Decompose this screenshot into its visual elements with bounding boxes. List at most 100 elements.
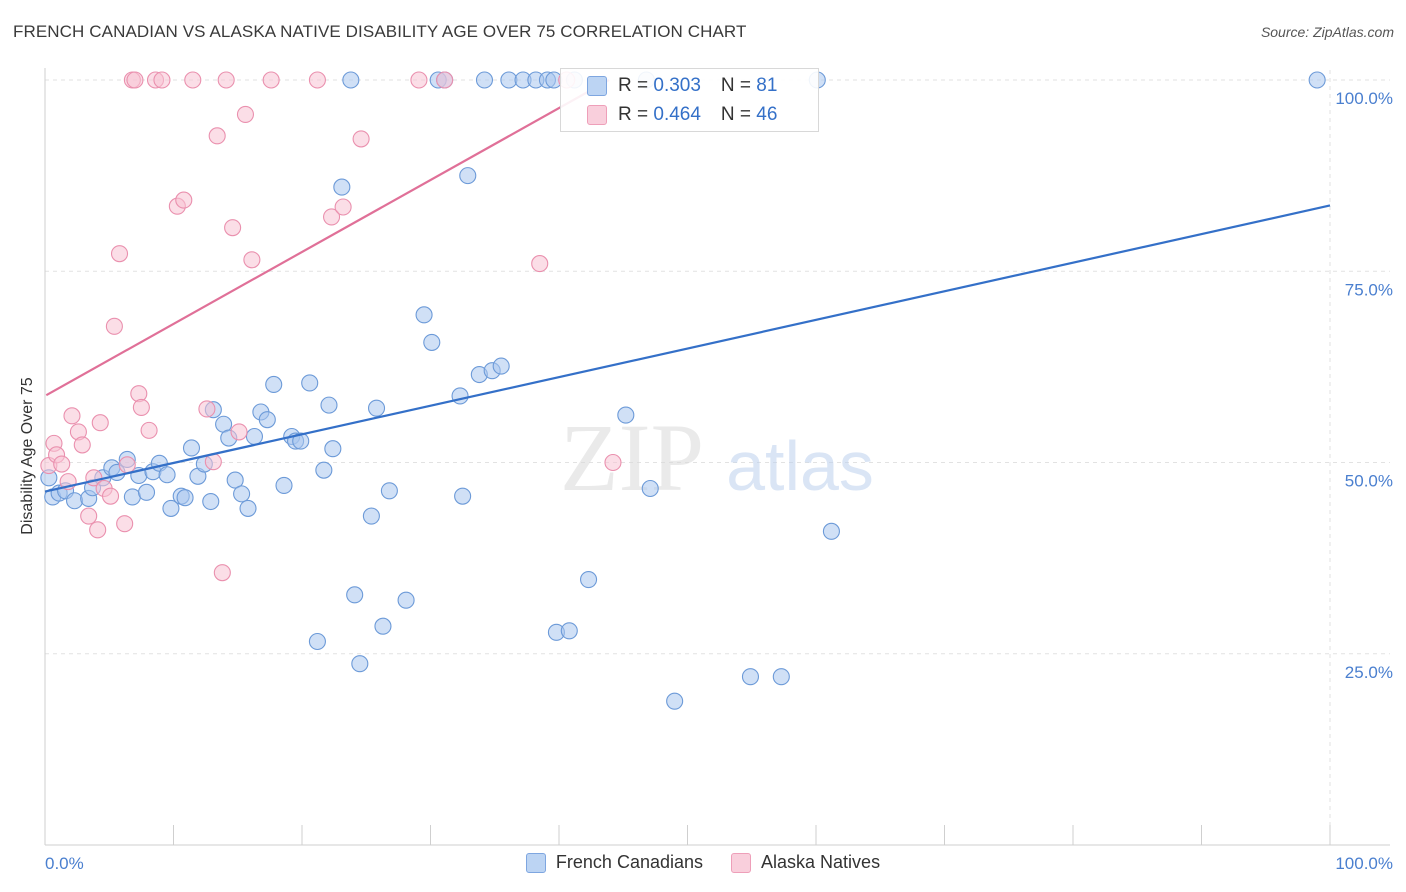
legend-swatch-blue xyxy=(525,852,546,873)
point-alaska-native xyxy=(175,191,193,209)
alaska-natives-points xyxy=(40,71,622,582)
legend-item-alaska-natives: Alaska Natives xyxy=(731,852,880,873)
point-french-canadian xyxy=(475,71,494,89)
legend-row-alaska-natives: R = 0.464 N = 46 xyxy=(561,100,777,130)
point-french-canadian xyxy=(158,466,176,484)
point-french-canadian xyxy=(182,439,201,457)
trend-line-alaska-natives xyxy=(45,79,610,397)
point-alaska-native xyxy=(410,71,428,89)
point-french-canadian xyxy=(346,586,364,604)
legend-label: French Canadians xyxy=(555,852,704,872)
point-french-canadian xyxy=(245,427,264,446)
point-alaska-native xyxy=(198,400,216,418)
point-french-canadian xyxy=(324,440,342,458)
point-alaska-native xyxy=(604,453,622,472)
point-alaska-native xyxy=(63,407,81,425)
point-french-canadian xyxy=(374,617,392,635)
legend-r-value: 0.303 xyxy=(653,75,701,96)
point-french-canadian xyxy=(454,487,472,505)
point-french-canadian xyxy=(617,406,635,424)
series-legend: French Canadians Alaska Natives xyxy=(0,852,1406,873)
point-french-canadian xyxy=(822,522,840,540)
point-french-canadian xyxy=(226,471,244,489)
point-french-canadian xyxy=(275,476,293,495)
point-french-canadian xyxy=(380,482,398,500)
point-alaska-native xyxy=(53,455,71,473)
x-tick-label: 0.0% xyxy=(45,854,84,873)
point-alaska-native xyxy=(323,208,341,226)
point-alaska-native xyxy=(140,421,158,439)
point-french-canadian xyxy=(367,399,386,417)
point-alaska-native xyxy=(91,414,109,432)
point-alaska-native xyxy=(208,127,226,145)
point-alaska-native xyxy=(230,423,248,441)
point-alaska-native xyxy=(262,71,280,89)
point-french-canadian xyxy=(123,488,141,506)
legend-r-label: R = xyxy=(618,75,654,96)
point-french-canadian xyxy=(258,411,276,429)
point-alaska-native xyxy=(213,564,231,582)
point-french-canadian xyxy=(641,479,659,498)
point-french-canadian xyxy=(772,668,790,686)
point-french-canadian xyxy=(492,357,510,375)
point-french-canadian xyxy=(162,499,180,517)
legend-item-french-canadians: French Canadians xyxy=(525,852,704,873)
axes xyxy=(44,68,1390,846)
gridlines xyxy=(45,70,1390,845)
point-alaska-native xyxy=(531,255,549,273)
legend-n-value: 81 xyxy=(756,75,778,96)
point-french-canadian xyxy=(451,387,469,405)
point-alaska-native xyxy=(236,105,255,123)
point-alaska-native xyxy=(110,245,129,263)
point-french-canadian xyxy=(397,591,415,609)
point-french-canadian xyxy=(423,333,441,351)
y-tick-label: 100.0% xyxy=(1335,89,1393,108)
point-alaska-native xyxy=(126,71,144,89)
point-french-canadian xyxy=(315,461,333,479)
point-alaska-native xyxy=(352,130,370,148)
point-french-canadian xyxy=(308,632,326,651)
point-alaska-native xyxy=(153,71,171,89)
point-french-canadian xyxy=(459,167,477,185)
point-french-canadian xyxy=(741,668,760,686)
chart-title: FRENCH CANADIAN VS ALASKA NATIVE DISABIL… xyxy=(13,22,747,41)
point-french-canadian xyxy=(66,492,84,510)
legend-row-french-canadians: R = 0.303 N = 81 xyxy=(561,71,777,101)
point-alaska-native xyxy=(308,71,326,89)
stats-legend: R = 0.303 N = 81 R = 0.464 N = 46 xyxy=(560,68,819,132)
point-french-canadian xyxy=(301,374,319,392)
watermark-atlas: atlas xyxy=(726,427,874,505)
legend-n-label: N = xyxy=(720,104,757,125)
point-alaska-native xyxy=(89,521,107,539)
legend-n-label: N = xyxy=(720,75,757,96)
point-french-canadian xyxy=(560,622,578,640)
point-french-canadian xyxy=(351,655,369,673)
legend-r-label: R = xyxy=(618,104,654,125)
trend-line-french-canadians xyxy=(44,204,1331,493)
point-french-canadian xyxy=(202,492,220,511)
point-alaska-native xyxy=(217,71,235,89)
point-alaska-native xyxy=(116,515,134,533)
point-alaska-native xyxy=(73,436,91,454)
trend-lines xyxy=(44,79,1331,493)
point-french-canadian xyxy=(333,178,351,196)
point-alaska-native xyxy=(80,507,98,525)
point-alaska-native xyxy=(101,487,120,505)
french-canadians-points xyxy=(40,71,1326,710)
legend-swatch-pink xyxy=(587,105,607,125)
legend-label: Alaska Natives xyxy=(761,852,881,872)
tick-labels: 25.0% 50.0% 75.0% 100.0% 0.0% 100.0% xyxy=(45,89,1393,873)
point-alaska-native xyxy=(118,456,136,474)
point-french-canadian xyxy=(239,499,257,517)
point-french-canadian xyxy=(415,306,433,324)
y-tick-label: 75.0% xyxy=(1345,280,1393,299)
x-tick-label: 100.0% xyxy=(1335,854,1393,873)
point-alaska-native xyxy=(132,398,150,416)
point-french-canadian xyxy=(265,375,283,394)
legend-r-value: 0.464 xyxy=(653,104,701,125)
point-french-canadian xyxy=(233,485,251,503)
point-alaska-native xyxy=(184,71,202,89)
point-french-canadian xyxy=(137,483,156,501)
point-french-canadian xyxy=(580,570,598,589)
